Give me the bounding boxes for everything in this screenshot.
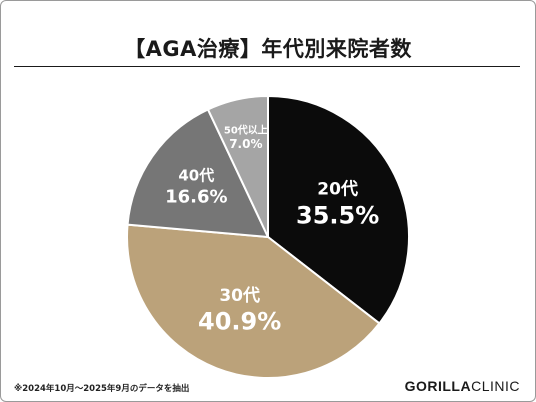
pie-slice-4 bbox=[206, 94, 269, 238]
slice-category-label-1: 20代 bbox=[317, 178, 358, 199]
brand-logo-part1: GORILLA bbox=[404, 378, 472, 394]
slice-value-label-3: 16.6% bbox=[165, 186, 227, 207]
pie-slice-2 bbox=[126, 223, 381, 379]
brand-logo-part2: CLINIC bbox=[471, 378, 520, 394]
pie-slice-1 bbox=[267, 94, 410, 325]
footnote: ※2024年10月～2025年9月のデータを抽出 bbox=[14, 384, 190, 394]
pie-slice-3 bbox=[126, 108, 270, 239]
slice-category-label-4: 50代以上 bbox=[224, 124, 268, 137]
chart-title: 【AGA治療】年代別来院者数 bbox=[124, 37, 412, 61]
brand-logo: GORILLACLINIC bbox=[405, 378, 520, 394]
slice-value-label-2: 40.9% bbox=[198, 308, 281, 336]
title-divider bbox=[14, 66, 520, 67]
slice-value-label-4: 7.0% bbox=[229, 137, 262, 151]
slice-category-label-2: 30代 bbox=[219, 285, 260, 306]
slice-category-label-3: 40代 bbox=[178, 167, 214, 185]
slice-value-label-1: 35.5% bbox=[296, 201, 379, 229]
